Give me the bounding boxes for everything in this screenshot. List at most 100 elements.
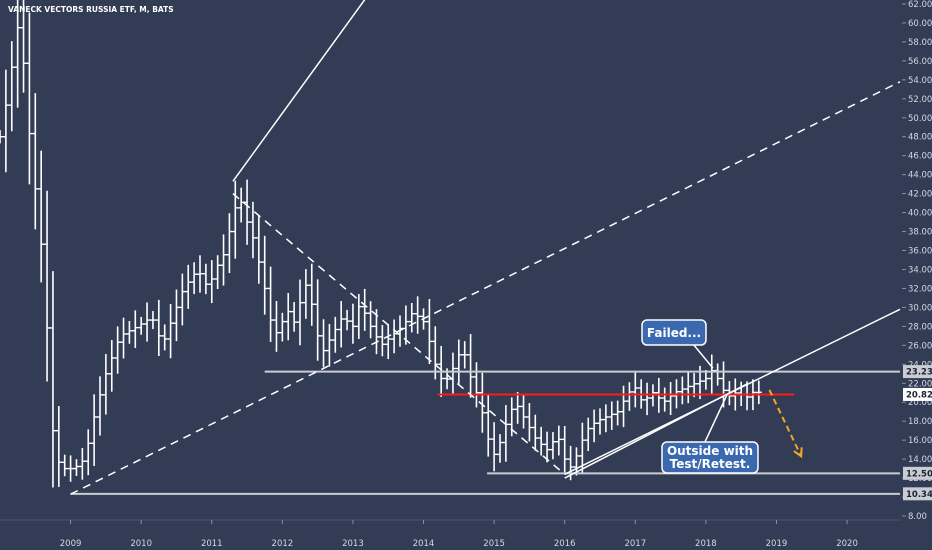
price-bar bbox=[585, 417, 592, 451]
x-axis: 2009 2010 2011 2012 2013 2014 2015 2016 2017 2018… bbox=[0, 519, 902, 549]
price-bar bbox=[479, 372, 486, 433]
price-bar bbox=[355, 294, 362, 339]
price-bar bbox=[691, 373, 698, 398]
price-bar bbox=[261, 235, 268, 315]
x-tick-label: 2010 bbox=[130, 539, 152, 549]
price-bar bbox=[679, 376, 686, 405]
price-bar bbox=[632, 372, 639, 408]
annotation-outside-box bbox=[661, 441, 759, 474]
price-bar bbox=[414, 296, 421, 334]
price-bar bbox=[373, 309, 380, 355]
projection-arrow bbox=[768, 389, 803, 459]
y-tick-label: 54.00 bbox=[908, 76, 932, 86]
price-bar bbox=[302, 269, 309, 319]
price-bar bbox=[532, 414, 539, 451]
price-bar bbox=[461, 341, 468, 369]
price-bar bbox=[91, 394, 98, 466]
price-bar bbox=[55, 406, 62, 487]
annotation-outside-line1: Outside with bbox=[667, 444, 753, 458]
price-bar bbox=[232, 180, 239, 259]
price-bar bbox=[14, 0, 21, 108]
y-tick-label: 56.00 bbox=[908, 57, 932, 67]
trendline-1 bbox=[232, 0, 366, 182]
price-bar bbox=[85, 429, 92, 476]
price-bar bbox=[667, 382, 674, 416]
price-bar bbox=[179, 273, 186, 326]
price-bar bbox=[279, 312, 286, 342]
price-bar bbox=[49, 271, 56, 488]
price-label: 12.50 bbox=[906, 469, 932, 479]
price-bar bbox=[126, 321, 133, 344]
price-label: 20.82 bbox=[906, 390, 932, 400]
y-tick-label: 40.00 bbox=[908, 209, 932, 219]
price-bar bbox=[526, 403, 533, 442]
price-bar bbox=[44, 190, 51, 382]
y-tick-label: 8.00 bbox=[908, 512, 927, 522]
price-bar bbox=[597, 408, 603, 435]
price-bar bbox=[614, 400, 621, 426]
price-bar bbox=[173, 289, 180, 342]
price-bar bbox=[473, 362, 480, 408]
price-bar bbox=[620, 385, 627, 428]
annotation-failed: Failed... bbox=[641, 319, 714, 369]
price-bar bbox=[314, 279, 321, 361]
price-bar bbox=[185, 264, 192, 309]
x-tick-label: 2020 bbox=[836, 539, 858, 549]
price-bar bbox=[32, 93, 39, 230]
price-bar bbox=[520, 394, 527, 429]
trendlines bbox=[70, 0, 901, 495]
y-tick-label: 60.00 bbox=[908, 19, 932, 29]
price-bar bbox=[308, 263, 315, 326]
price-bar bbox=[8, 41, 15, 132]
price-bar bbox=[408, 302, 415, 333]
price-bar bbox=[149, 311, 156, 330]
price-bar bbox=[755, 380, 762, 405]
price-bar bbox=[344, 309, 351, 331]
trendline-2 bbox=[70, 81, 901, 495]
price-bar bbox=[214, 255, 221, 290]
price-bars bbox=[0, 0, 762, 488]
y-tick-label: 44.00 bbox=[908, 171, 932, 181]
price-bar bbox=[114, 326, 121, 374]
y-tick-label: 38.00 bbox=[908, 228, 932, 238]
price-bar bbox=[455, 339, 462, 384]
price-bar bbox=[273, 300, 280, 352]
x-tick-label: 2014 bbox=[413, 539, 435, 549]
price-bar bbox=[208, 260, 215, 304]
price-bar bbox=[197, 255, 203, 293]
price-bar bbox=[626, 382, 633, 411]
price-bar bbox=[202, 263, 209, 295]
price-bar bbox=[144, 302, 151, 342]
price-bar bbox=[0, 130, 3, 144]
price-label: 10.34 bbox=[906, 490, 932, 500]
price-bar bbox=[379, 324, 386, 357]
price-bar bbox=[608, 401, 615, 430]
price-bar bbox=[297, 279, 303, 346]
price-bar bbox=[338, 301, 345, 348]
y-tick-label: 28.00 bbox=[908, 322, 932, 332]
price-bar bbox=[361, 288, 368, 331]
y-tick-label: 20.00 bbox=[908, 398, 932, 408]
price-bar bbox=[291, 302, 298, 332]
y-tick-label: 62.00 bbox=[908, 0, 932, 10]
price-bar bbox=[320, 319, 327, 368]
price-bar bbox=[38, 150, 45, 283]
price-bar bbox=[702, 370, 709, 390]
price-bar bbox=[220, 234, 227, 286]
price-bar bbox=[120, 317, 127, 359]
price-bar bbox=[67, 455, 74, 482]
price-bar bbox=[573, 447, 580, 476]
y-tick-label: 18.00 bbox=[908, 417, 932, 427]
y-tick-label: 26.00 bbox=[908, 341, 932, 351]
y-tick-label: 50.00 bbox=[908, 114, 932, 124]
x-tick-label: 2016 bbox=[554, 539, 576, 549]
price-bar bbox=[538, 426, 545, 456]
y-tick-label: 34.00 bbox=[908, 265, 932, 275]
y-tick-label: 58.00 bbox=[908, 38, 932, 48]
price-bar bbox=[267, 266, 274, 342]
price-bar bbox=[161, 324, 168, 351]
